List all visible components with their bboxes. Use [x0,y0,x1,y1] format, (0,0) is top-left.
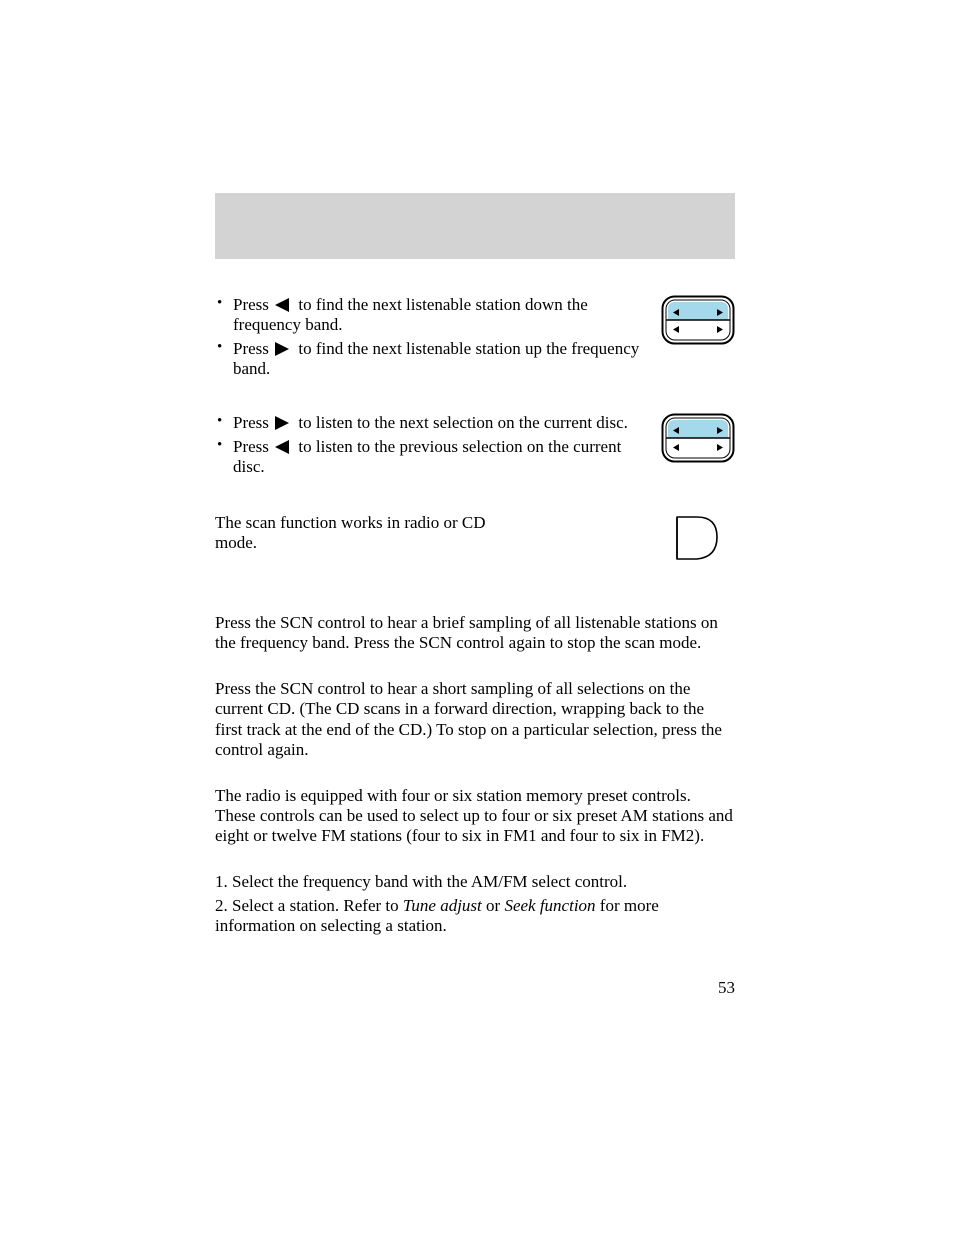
memory-presets-paragraph: The radio is equipped with four or six s… [215,786,735,846]
section-seek-radio: Press to find the next listenable statio… [215,295,735,383]
seek-right-icon [275,342,290,356]
seek-right-icon [275,416,290,430]
scan-intro-text: The scan function works in radio or CD m… [215,513,655,553]
page: Press to find the next listenable statio… [0,0,954,1235]
press-word: Press [233,295,269,314]
step-2-pre: 2. Select a station. Refer to [215,896,403,915]
step-2-term-2: Seek function [504,896,595,915]
header-band [215,193,735,259]
press-word: Press [233,413,269,432]
section-seek-cd: Press to listen to the next selection on… [215,413,735,481]
section-scan-intro: The scan function works in radio or CD m… [215,513,735,563]
seek-radio-bullets: Press to find the next listenable statio… [215,295,643,379]
seek-cd-figure [661,413,735,463]
step-2-term-1: Tune adjust [403,896,482,915]
scan-figure [673,513,735,563]
bullet-cd-prev: Press to listen to the previous selectio… [233,437,643,477]
seek-radio-figure [661,295,735,345]
bullet-cd-next: Press to listen to the next selection on… [233,413,643,433]
page-number: 53 [718,978,735,998]
press-word: Press [233,339,269,358]
seek-left-icon [275,298,290,312]
step-2: 2. Select a station. Refer to Tune adjus… [215,896,735,936]
bullet-text: to listen to the next selection on the c… [298,413,628,432]
bullet-text: to listen to the previous selection on t… [233,437,621,476]
rocker-button-icon [661,295,735,345]
bullet-seek-up: Press to find the next listenable statio… [233,339,643,379]
scan-cd-paragraph: Press the SCN control to hear a short sa… [215,679,735,759]
press-word: Press [233,437,269,456]
seek-radio-text: Press to find the next listenable statio… [215,295,643,383]
seek-left-icon [275,440,290,454]
seek-cd-text: Press to listen to the next selection on… [215,413,643,481]
bullet-seek-down: Press to find the next listenable statio… [233,295,643,335]
seek-cd-bullets: Press to listen to the next selection on… [215,413,643,477]
scn-button-icon [673,513,721,563]
page-content: Press to find the next listenable statio… [215,295,735,936]
scan-intro-paragraph: The scan function works in radio or CD m… [215,513,495,553]
bullet-text: to find the next listenable station up t… [233,339,639,378]
scan-radio-paragraph: Press the SCN control to hear a brief sa… [215,613,735,653]
step-2-mid: or [482,896,505,915]
rocker-button-icon [661,413,735,463]
step-1: 1. Select the frequency band with the AM… [215,872,735,892]
